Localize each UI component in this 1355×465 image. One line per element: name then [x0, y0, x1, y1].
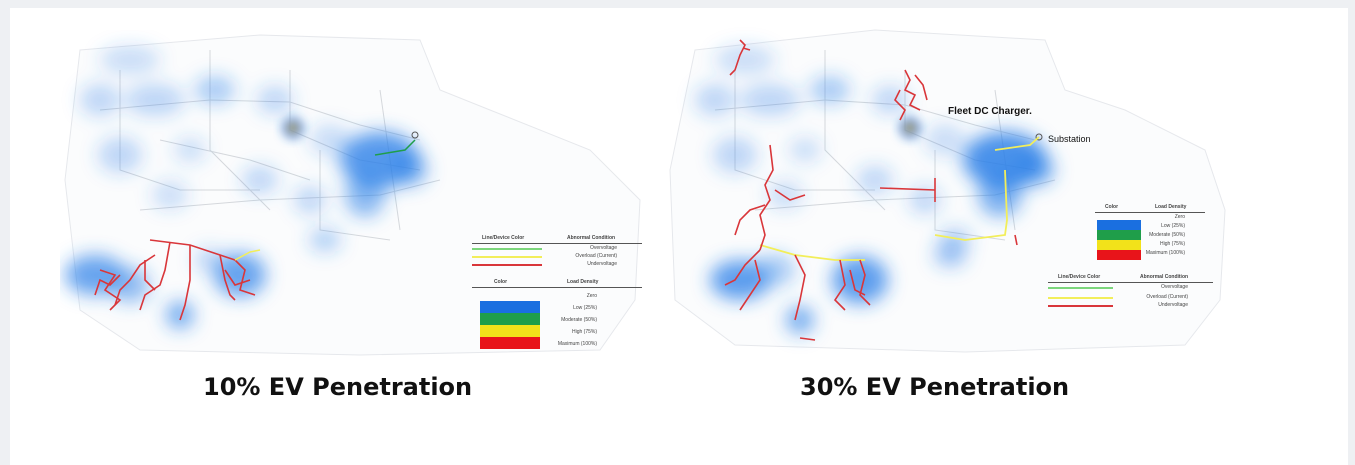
- legend-label-moderate: Moderate (50%): [561, 317, 597, 323]
- map-panel-10pct: [60, 30, 660, 360]
- substation-marker: [1035, 133, 1043, 141]
- hotspot-charger: [283, 118, 303, 138]
- undervoltage-lines: [724, 39, 1018, 341]
- legend-line-overvoltage: [1048, 287, 1113, 289]
- label-fleet-dc-charger: Fleet DC Charger.: [948, 106, 1032, 117]
- overvoltage-lines: [374, 139, 416, 156]
- legend-label-max: Maximum (100%): [1145, 250, 1185, 256]
- legend-condition-header-right: Abnormal Condition: [567, 235, 616, 241]
- legend-label-zero: Zero: [1174, 214, 1185, 220]
- legend-density-header-right: Load Density: [1155, 204, 1187, 210]
- legend-10pct: Line/Device Color Abnormal Condition Ove…: [472, 235, 642, 355]
- label-substation: Substation: [1048, 134, 1091, 144]
- legend-rule: [1095, 212, 1205, 213]
- legend-swatch-max: [1097, 250, 1141, 260]
- legend-label-high: High (75%): [1159, 241, 1185, 247]
- legend-swatch-high: [480, 325, 540, 337]
- legend-label-overload: Overload (Current): [575, 253, 617, 259]
- substation-marker: [411, 131, 419, 139]
- legend-label-overload: Overload (Current): [1146, 294, 1188, 300]
- legend-label-moderate: Moderate (50%): [1149, 232, 1185, 238]
- legend-line-undervoltage: [1048, 305, 1113, 307]
- legend-rule: [472, 287, 642, 288]
- caption-30pct: 30% EV Penetration: [800, 373, 1070, 401]
- legend-swatch-high: [1097, 240, 1141, 250]
- legend-label-overvoltage: Overvoltage: [590, 245, 617, 251]
- legend-30pct: Color Load Density Zero Low (25%) Modera…: [1095, 204, 1215, 316]
- legend-line-overload: [1048, 297, 1113, 299]
- legend-density-header-left: Color: [1105, 204, 1119, 210]
- hotspot-fleet-charger: [900, 118, 920, 138]
- caption-10pct: 10% EV Penetration: [203, 373, 473, 401]
- legend-swatch-low: [480, 301, 540, 313]
- heatmap-30pct: [669, 29, 1226, 353]
- legend-rule: [472, 243, 642, 244]
- heatmap-10pct: [64, 34, 641, 356]
- legend-label-zero: Zero: [586, 293, 597, 299]
- map-panel-30pct: [665, 20, 1235, 360]
- legend-swatch-low: [1097, 220, 1141, 230]
- legend-label-overvoltage: Overvoltage: [1161, 284, 1188, 290]
- legend-density-header-left: Color: [494, 279, 508, 285]
- legend-label-low: Low (25%): [1161, 223, 1185, 229]
- legend-line-undervoltage: [472, 264, 542, 266]
- legend-swatch-max: [480, 337, 540, 349]
- legend-line-overvoltage: [472, 248, 542, 250]
- legend-swatch-moderate: [480, 313, 540, 325]
- legend-label-low: Low (25%): [573, 305, 597, 311]
- legend-condition-header-left: Line/Device Color: [1058, 274, 1101, 280]
- overload-lines: [759, 136, 1040, 261]
- undervoltage-lines: [94, 239, 256, 321]
- legend-rule: [1048, 282, 1213, 283]
- legend-condition-header-right: Abnormal Condition: [1140, 274, 1189, 280]
- legend-label-undervoltage: Undervoltage: [587, 261, 617, 267]
- legend-30pct-conditions: Line/Device Color Abnormal Condition Ove…: [1048, 274, 1213, 319]
- service-territory-outline: [669, 29, 1226, 353]
- overload-lines: [234, 249, 261, 261]
- legend-swatch-moderate: [1097, 230, 1141, 240]
- legend-label-max: Maximum (100%): [557, 341, 597, 347]
- legend-label-undervoltage: Undervoltage: [1158, 302, 1188, 308]
- legend-label-high: High (75%): [571, 329, 597, 335]
- legend-condition-header-left: Line/Device Color: [482, 235, 525, 241]
- legend-density-header-right: Load Density: [567, 279, 599, 285]
- legend-line-overload: [472, 256, 542, 258]
